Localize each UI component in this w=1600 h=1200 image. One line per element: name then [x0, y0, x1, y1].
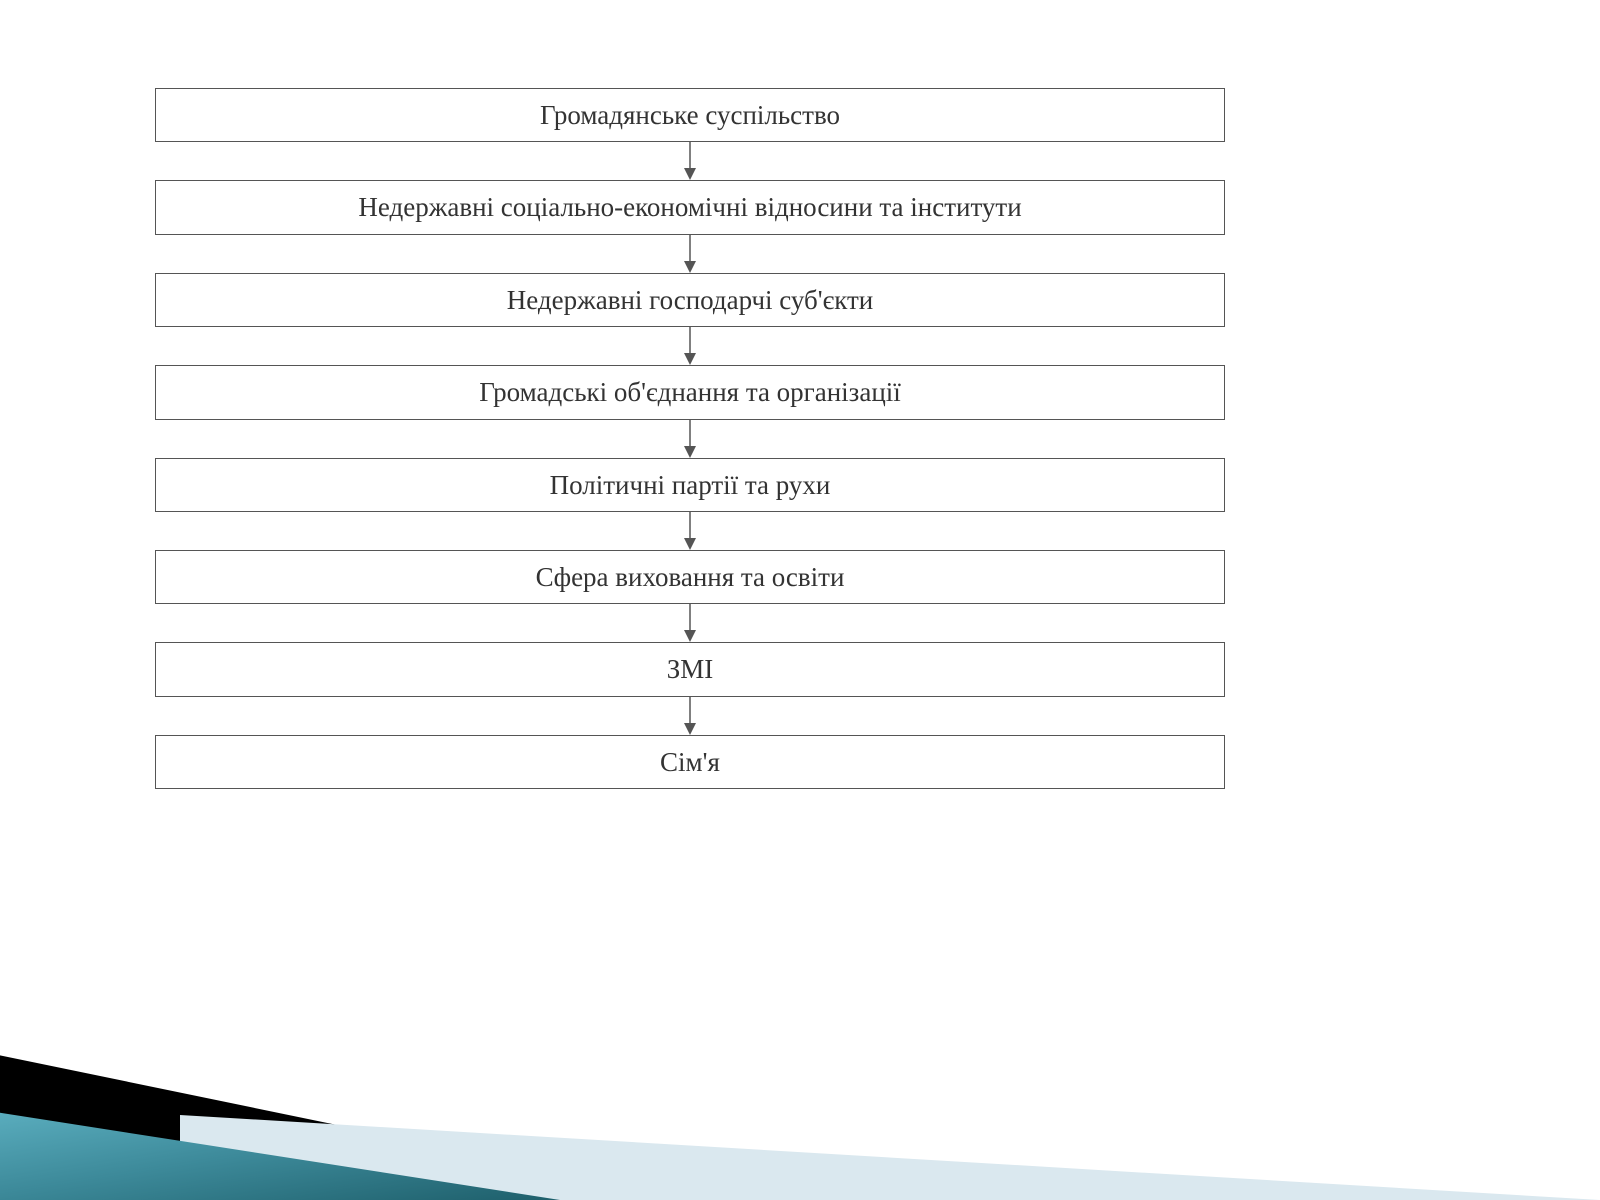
flow-node: ЗМІ — [155, 642, 1225, 696]
flow-node: Недержавні господарчі суб'єкти — [155, 273, 1225, 327]
flowchart-container: Громадянське суспільство Недержавні соці… — [155, 88, 1225, 789]
flow-arrow — [155, 697, 1225, 735]
flow-node: Недержавні соціально-економічні відносин… — [155, 180, 1225, 234]
flow-node-label: Недержавні господарчі суб'єкти — [507, 285, 874, 315]
flow-node-label: Сфера виховання та освіти — [536, 562, 845, 592]
flow-node: Громадянське суспільство — [155, 88, 1225, 142]
slide-decoration — [0, 950, 1600, 1200]
flow-node-label: ЗМІ — [667, 654, 714, 684]
flow-node-label: Політичні партії та рухи — [550, 470, 831, 500]
flow-node-label: Сім'я — [660, 747, 720, 777]
flow-node: Політичні партії та рухи — [155, 458, 1225, 512]
flow-node-label: Недержавні соціально-економічні відносин… — [358, 192, 1021, 222]
flow-node-label: Громадські об'єднання та організації — [479, 377, 901, 407]
flow-node: Громадські об'єднання та організації — [155, 365, 1225, 419]
flow-node-label: Громадянське суспільство — [540, 100, 840, 130]
flow-arrow — [155, 512, 1225, 550]
flow-arrow — [155, 142, 1225, 180]
flow-arrow — [155, 420, 1225, 458]
flow-node: Сім'я — [155, 735, 1225, 789]
flow-arrow — [155, 327, 1225, 365]
flow-arrow — [155, 235, 1225, 273]
flow-node: Сфера виховання та освіти — [155, 550, 1225, 604]
flow-arrow — [155, 604, 1225, 642]
